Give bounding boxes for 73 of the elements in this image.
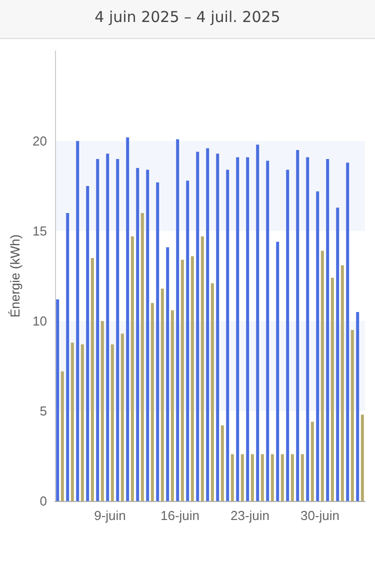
bar — [66, 213, 70, 501]
bar — [166, 247, 170, 501]
bar — [276, 242, 280, 501]
bar — [216, 154, 220, 501]
bar — [56, 299, 60, 501]
bar — [80, 344, 84, 501]
x-tick-label: 30-juin — [300, 508, 340, 523]
bar — [296, 150, 300, 501]
bar — [260, 454, 264, 501]
bar — [240, 454, 244, 501]
bar — [326, 159, 330, 501]
bar — [220, 425, 224, 501]
bar — [100, 321, 104, 501]
bar — [256, 144, 260, 501]
bar — [86, 186, 90, 501]
y-axis-title: Énergie (kWh) — [8, 234, 23, 318]
bar — [126, 137, 130, 501]
bar — [320, 250, 324, 501]
y-tick-label: 5 — [40, 404, 47, 418]
bar — [170, 310, 174, 501]
bar — [130, 236, 134, 501]
x-tick-label: 23-juin — [230, 508, 270, 523]
bar — [330, 278, 334, 501]
bar — [286, 170, 290, 501]
bar — [246, 157, 250, 501]
bar — [336, 208, 340, 501]
bar — [116, 159, 120, 501]
bar — [340, 265, 344, 501]
bar — [236, 157, 240, 501]
bar — [210, 283, 214, 501]
bar — [180, 260, 184, 501]
bar — [150, 303, 154, 501]
bar — [70, 342, 74, 501]
bar — [200, 236, 204, 501]
bar — [96, 159, 100, 501]
bar — [160, 288, 164, 501]
bar — [290, 454, 294, 501]
bar — [120, 334, 124, 501]
bar — [350, 330, 354, 501]
bar — [146, 170, 150, 501]
bar — [300, 454, 304, 501]
bar — [356, 312, 360, 501]
bar — [140, 213, 144, 501]
bar — [226, 170, 230, 501]
bar — [186, 180, 190, 501]
bar — [156, 182, 160, 501]
bar — [360, 414, 364, 501]
bar — [306, 157, 310, 501]
y-tick-label: 15 — [32, 224, 47, 238]
chart-title: 4 juin 2025 – 4 juil. 2025 — [0, 0, 375, 39]
bar — [270, 454, 274, 501]
bar — [60, 371, 64, 501]
bar — [90, 258, 94, 501]
bar — [196, 152, 200, 501]
bar — [250, 454, 254, 501]
x-tick-label: 16-juin — [160, 508, 200, 523]
y-tick-label: 0 — [40, 494, 47, 508]
bar — [346, 162, 350, 501]
bar — [310, 422, 314, 501]
bar — [176, 139, 180, 501]
y-tick-label: 20 — [32, 134, 47, 148]
bar — [206, 148, 210, 501]
bar — [110, 344, 114, 501]
x-tick-label: 9-juin — [94, 508, 126, 523]
bar — [316, 191, 320, 501]
bar — [190, 256, 194, 501]
bar — [106, 154, 110, 501]
bar — [136, 168, 140, 501]
bar — [230, 454, 234, 501]
y-tick-label: 10 — [32, 314, 47, 328]
bar — [266, 160, 270, 501]
bar — [76, 141, 80, 501]
bar — [280, 454, 284, 501]
